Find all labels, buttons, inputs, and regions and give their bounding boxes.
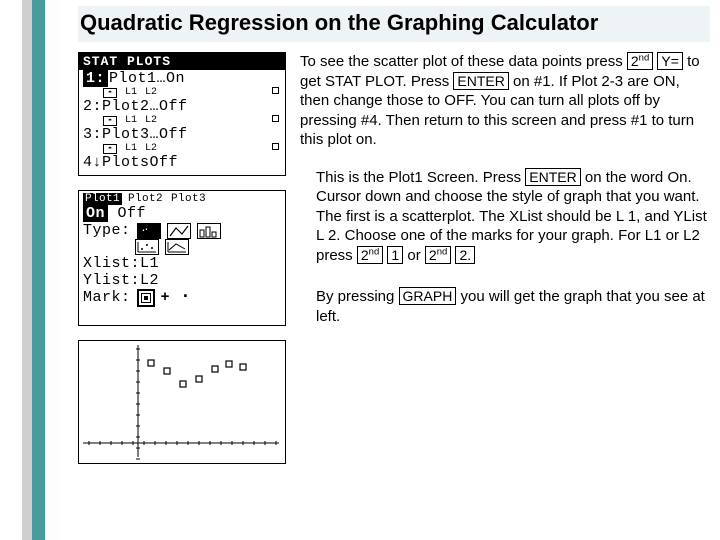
mark-mini-icon — [272, 87, 279, 94]
menu-item-2: 2:Plot2…Off — [79, 98, 285, 115]
side-accent — [22, 0, 60, 540]
key-2nd: 2nd — [627, 52, 653, 70]
paragraph-3: By pressing GRAPH you will get the graph… — [316, 287, 710, 326]
plot1-subline: L1 L2 — [79, 87, 285, 98]
scatter-mini-icon — [103, 116, 117, 126]
type-line-icon — [167, 223, 191, 239]
type-scatter-icon — [137, 223, 161, 239]
mark-box-icon — [141, 293, 151, 303]
plot-tabs: Plot1 Plot2 Plot3 — [83, 193, 281, 205]
page-title: Quadratic Regression on the Graphing Cal… — [78, 6, 710, 42]
key-2nd: 2nd — [425, 246, 451, 264]
key-yequals: Y= — [657, 52, 683, 70]
slide-content: Quadratic Regression on the Graphing Cal… — [78, 6, 710, 478]
key-1: 1 — [387, 246, 403, 264]
menu-sel-1: 1: — [83, 70, 108, 87]
key-graph: GRAPH — [399, 287, 457, 305]
paragraph-2: This is the Plot1 Screen. Press ENTER on… — [316, 168, 710, 266]
key-enter: ENTER — [525, 168, 580, 186]
tab-plot1: Plot1 — [83, 193, 122, 205]
menu-item-3: 3:Plot3…Off — [79, 126, 285, 143]
key-2nd: 2nd — [357, 246, 383, 264]
tab-plot3: Plot3 — [169, 193, 208, 205]
xlist-line: Xlist:L1 — [83, 255, 281, 272]
screen-plot1-setup: Plot1 Plot2 Plot3 On Off Type: Xlist:L1 … — [78, 190, 286, 326]
paragraph-1: To see the scatter plot of these data po… — [300, 52, 710, 150]
menu-item-4: 4↓PlotsOff — [79, 154, 285, 171]
mark-row: Mark: + · — [83, 289, 281, 306]
on-toggle: On — [83, 205, 108, 222]
scatter-mini-icon — [103, 144, 117, 154]
mark-mini-icon — [272, 143, 279, 150]
screen-scatter-graph — [78, 340, 286, 464]
type-row: Type: — [83, 222, 281, 239]
calculator-screens: STAT PLOTS 1:Plot1…On L1 L2 2:Plot2…Off … — [78, 52, 286, 478]
key-enter: ENTER — [453, 72, 508, 90]
key-2: 2. — [455, 246, 475, 264]
scatter-mini-icon — [103, 88, 117, 98]
screen-stat-plots: STAT PLOTS 1:Plot1…On L1 L2 2:Plot2…Off … — [78, 52, 286, 176]
type-bar-icon — [197, 223, 221, 239]
instruction-text: To see the scatter plot of these data po… — [300, 52, 710, 478]
type-line2-icon — [165, 239, 189, 255]
screen1-header: STAT PLOTS — [79, 53, 285, 70]
tab-plot2: Plot2 — [126, 193, 165, 205]
type-scatter2-icon — [135, 239, 159, 255]
mark-mini-icon — [272, 115, 279, 122]
